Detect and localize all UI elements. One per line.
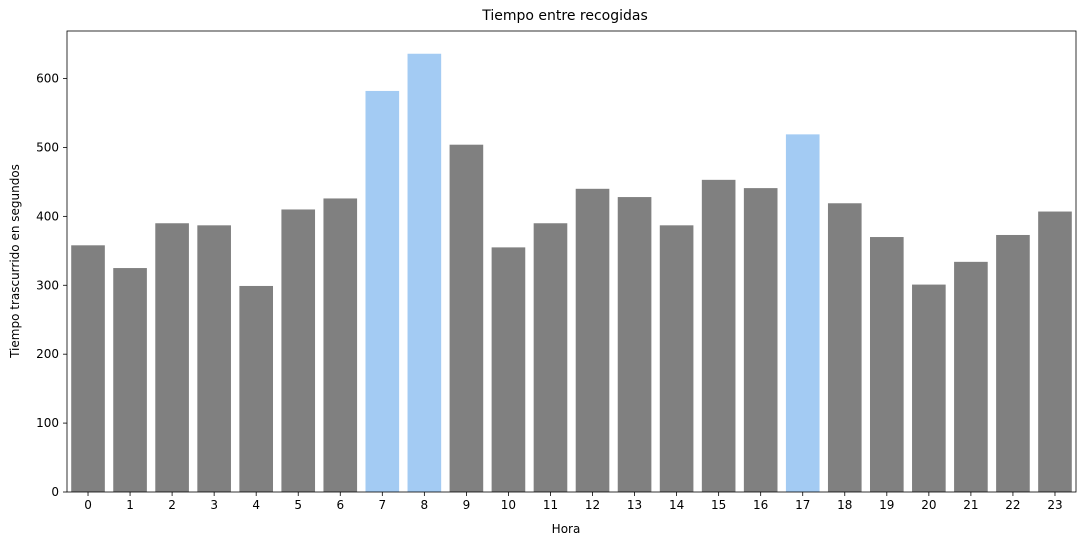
x-tick-label: 5 [294,498,302,512]
x-tick-label: 19 [879,498,894,512]
bar-14 [659,225,694,492]
x-tick-label: 2 [168,498,176,512]
bar-0 [71,245,105,492]
bar-5 [281,209,316,492]
x-tick-label: 21 [963,498,978,512]
bar-13 [617,197,652,492]
bar-15 [701,179,736,492]
bar-4 [239,285,274,492]
x-tick-label: 12 [585,498,600,512]
bar-19 [869,237,904,492]
y-axis-label: Tiempo trascurrido en segundos [8,164,22,359]
y-tick-label: 600 [36,72,59,86]
x-tick-label: 6 [336,498,344,512]
bar-23 [1038,211,1072,492]
bar-1 [113,268,147,492]
x-tick-label: 11 [543,498,558,512]
bars-layer [71,53,1072,493]
x-tick-label: 23 [1047,498,1062,512]
bar-20 [912,284,946,492]
bar-7 [365,90,400,492]
x-tick-label: 20 [921,498,936,512]
y-tick-label: 200 [36,347,59,361]
x-tick-label: 14 [669,498,684,512]
chart-title: Tiempo entre recogidas [481,8,648,24]
bar-18 [827,203,862,493]
bar-16 [743,188,778,492]
x-tick-label: 16 [753,498,768,512]
x-tick-label: 22 [1005,498,1020,512]
axes-layer: 0 1 2 3 4 5 6 7 8 9 10 11 12 13 14 15 16 17 18 19 20 21 22 2301… [36,30,1077,512]
x-axis-label: Hora [552,522,581,536]
x-tick-label: 8 [421,498,429,512]
bar-8 [407,53,442,493]
x-tick-label: 9 [463,498,471,512]
bar-11 [533,223,568,492]
bar-17 [785,134,820,493]
x-tick-label: 7 [378,498,386,512]
y-tick-label: 300 [36,278,59,292]
x-tick-label: 3 [210,498,218,512]
x-tick-label: 17 [795,498,810,512]
x-tick-label: 10 [501,498,516,512]
bar-6 [323,198,358,492]
bar-12 [575,188,610,492]
bar-3 [197,225,231,492]
y-tick-label: 500 [36,140,59,154]
y-tick-label: 0 [51,485,59,499]
bar-21 [954,261,988,492]
y-tick-label: 100 [36,416,59,430]
x-tick-label: 13 [627,498,642,512]
y-tick-label: 400 [36,209,59,223]
bar-10 [491,247,526,492]
bar-22 [996,234,1030,493]
x-tick-label: 18 [837,498,852,512]
plot-frame [66,30,1077,493]
x-tick-label: 4 [252,498,260,512]
bar-9 [449,144,484,492]
x-tick-label: 1 [126,498,134,512]
x-tick-label: 15 [711,498,726,512]
bar-2 [155,223,189,492]
x-tick-label: 0 [84,498,92,512]
